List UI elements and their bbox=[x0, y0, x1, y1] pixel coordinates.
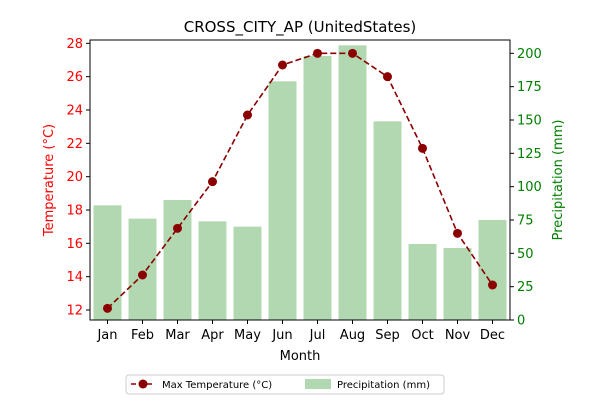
x-axis-label: Month bbox=[280, 349, 321, 364]
precipitation-bar-oct bbox=[408, 244, 437, 320]
temperature-point-jun bbox=[278, 60, 287, 70]
y-left-tick-label-22: 22 bbox=[66, 137, 83, 152]
x-tick-label-oct: Oct bbox=[411, 328, 433, 343]
precipitation-bar-jan bbox=[93, 205, 122, 320]
x-tick-label-jan: Jan bbox=[96, 328, 117, 343]
y-left-tick-label-18: 18 bbox=[66, 204, 83, 219]
temperature-point-dec bbox=[488, 280, 497, 290]
y-right-tick-label-25: 25 bbox=[517, 280, 534, 295]
legend: Max Temperature (°C) Precipitation (mm) bbox=[125, 374, 445, 395]
x-axis: Jan Feb Mar Apr May Jun Jul Aug Sep Oct Nov Dec bbox=[96, 320, 505, 343]
precipitation-bars bbox=[93, 45, 507, 320]
legend-label-precipitation: Precipitation (mm) bbox=[337, 380, 430, 391]
y-left-tick-label-28: 28 bbox=[66, 37, 83, 52]
temperature-series-line bbox=[106, 52, 494, 309]
legend-frame bbox=[125, 374, 445, 395]
precipitation-bar-jun bbox=[268, 81, 297, 320]
temperature-point-may bbox=[243, 110, 252, 120]
x-tick-label-mar: Mar bbox=[165, 328, 190, 343]
y-right-tick-label-0: 0 bbox=[517, 314, 525, 329]
y-right-tick-label-175: 175 bbox=[517, 80, 542, 95]
plot-frame bbox=[89, 39, 511, 321]
temperature-point-aug bbox=[348, 48, 357, 58]
legend-label-temperature: Max Temperature (°C) bbox=[162, 380, 272, 391]
x-tick-label-jul: Jul bbox=[309, 328, 326, 343]
precipitation-bar-feb bbox=[128, 218, 157, 320]
x-tick-label-sep: Sep bbox=[375, 328, 400, 343]
temperature-point-mar bbox=[173, 223, 182, 233]
y-right-tick-label-50: 50 bbox=[517, 247, 534, 262]
x-tick-label-nov: Nov bbox=[445, 328, 471, 343]
temperature-point-nov bbox=[453, 228, 462, 238]
temperature-point-jul bbox=[313, 48, 322, 58]
y-right-tick-label-100: 100 bbox=[517, 180, 542, 195]
x-tick-label-feb: Feb bbox=[131, 328, 154, 343]
legend-bar-swatch bbox=[305, 379, 331, 389]
legend-line-marker bbox=[138, 379, 148, 389]
y-right-tick-label-200: 200 bbox=[517, 47, 542, 62]
x-tick-label-jun: Jun bbox=[271, 328, 292, 343]
y-left-tick-label-20: 20 bbox=[66, 170, 83, 185]
temperature-point-sep bbox=[383, 72, 392, 82]
precipitation-bar-nov bbox=[443, 248, 472, 320]
x-tick-label-dec: Dec bbox=[480, 328, 505, 343]
precipitation-bar-may bbox=[233, 226, 262, 320]
y-left-tick-label-12: 12 bbox=[66, 304, 83, 319]
x-tick-label-apr: Apr bbox=[201, 328, 224, 343]
y-left-tick-label-26: 26 bbox=[66, 70, 83, 85]
y-left-tick-label-24: 24 bbox=[66, 104, 83, 119]
precipitation-bar-aug bbox=[338, 45, 367, 320]
y-axis-right-label: Precipitation (mm) bbox=[551, 120, 566, 241]
x-tick-label-may: May bbox=[234, 328, 261, 343]
temperature-point-oct bbox=[418, 143, 427, 153]
temperature-line bbox=[103, 48, 497, 313]
chart-title: CROSS_CITY_AP (UnitedStates) bbox=[184, 18, 417, 37]
precipitation-bar-jul bbox=[303, 56, 332, 320]
y-left-tick-label-16: 16 bbox=[66, 237, 83, 252]
y-axis-left: 12 14 16 18 20 22 24 26 28 bbox=[66, 37, 90, 319]
y-right-tick-label-150: 150 bbox=[517, 114, 542, 129]
precipitation-bar-sep bbox=[373, 121, 402, 320]
y-axis-left-label: Temperature (°C) bbox=[42, 124, 57, 237]
y-left-tick-label-14: 14 bbox=[66, 270, 83, 285]
precipitation-bar-apr bbox=[198, 221, 227, 320]
y-right-tick-label-125: 125 bbox=[517, 147, 542, 162]
temperature-point-feb bbox=[138, 270, 147, 280]
x-tick-label-aug: Aug bbox=[340, 328, 365, 343]
y-right-tick-label-75: 75 bbox=[517, 214, 534, 229]
precipitation-bar-mar bbox=[163, 200, 192, 320]
temperature-point-jan bbox=[103, 303, 112, 313]
y-axis-right: 0 25 50 75 100 125 150 175 200 bbox=[510, 47, 542, 329]
temperature-point-apr bbox=[208, 177, 217, 187]
